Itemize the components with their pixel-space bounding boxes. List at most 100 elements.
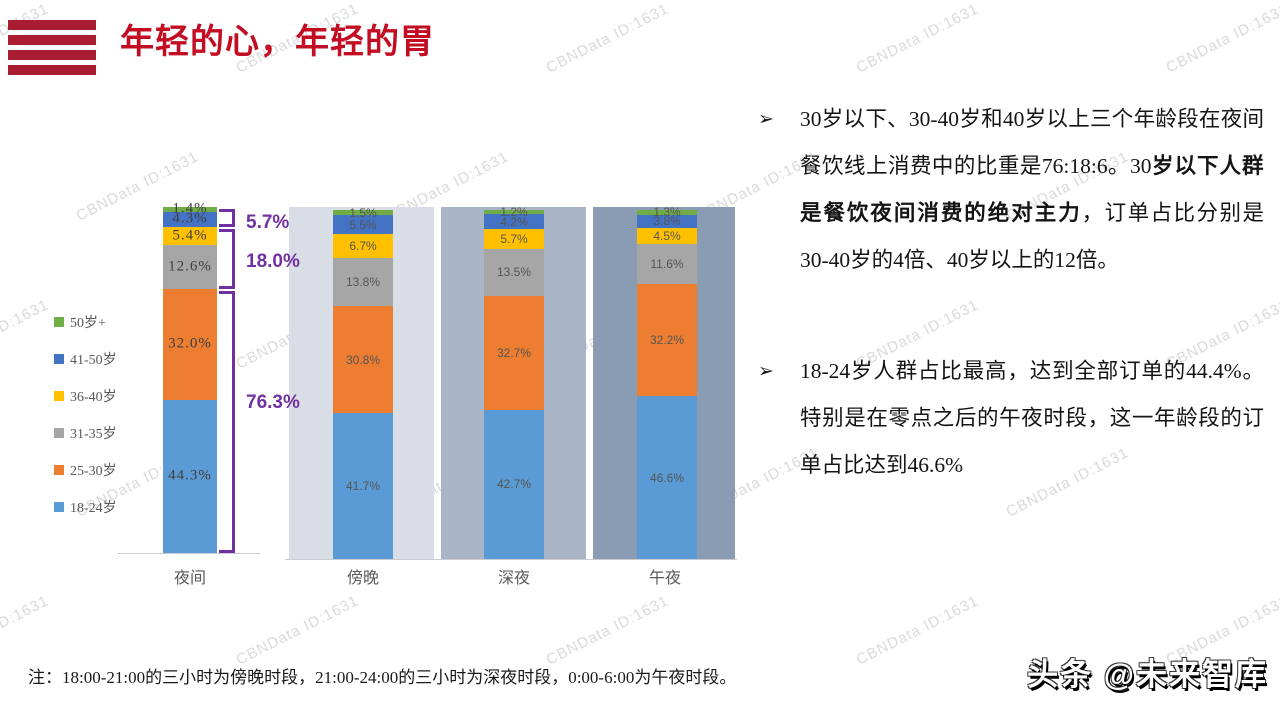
bar-segment: 4.5%: [637, 227, 697, 244]
bar-segment: 1.2%: [484, 205, 544, 219]
logo-bar: [8, 35, 96, 45]
bar-value-label: 41.7%: [345, 479, 381, 494]
watermark-text: CBNData ID:1631: [0, 296, 52, 372]
bar-segment: 4.3%: [163, 210, 217, 227]
legend-item: 50岁+: [54, 303, 117, 340]
legend-color-chip: [54, 427, 64, 438]
group-brace: [219, 228, 235, 289]
legend-label: 25-30岁: [70, 463, 117, 479]
bar-value-label: 30.8%: [345, 352, 381, 367]
legend-color-chip: [54, 464, 64, 475]
bar-segment: 32.2%: [637, 283, 697, 397]
bar-value-label: 6.7%: [349, 239, 377, 254]
legend-label: 18-24岁: [70, 500, 117, 516]
bar-value-label: 4.2%: [500, 214, 528, 229]
bullet-text: 30岁以下、30-40岁和40岁以上三个年龄段在夜间餐饮线上消费中的比重是76:…: [800, 96, 1264, 284]
category-label: 午夜: [648, 570, 682, 587]
watermark-text: CBNData ID:1631: [853, 592, 982, 669]
bar-value-label: 1.5%: [349, 205, 377, 220]
bullet-text-post: ，订单占比分别是30-40岁的4倍、40岁以上的12倍。: [800, 201, 1264, 272]
group-brace-label: 76.3%: [246, 392, 300, 413]
bar-value-label: 1.4%: [172, 200, 208, 217]
group-brace: [219, 291, 235, 553]
watermark-text: CBNData ID:1631: [0, 592, 52, 668]
footer-brand: 头条 @未来智库: [1027, 657, 1268, 692]
bar-segment: 41.7%: [333, 413, 393, 559]
bar-value-label: 5.4%: [172, 227, 208, 244]
watermark-text: CBNData ID:1631: [1163, 0, 1280, 77]
bullet-arrow-icon: ➢: [758, 109, 774, 130]
bar-value-label: 4.3%: [172, 210, 208, 227]
bar-segment: 1.4%: [163, 201, 217, 217]
legend-label: 36-40岁: [70, 389, 117, 405]
bar-segment: 3.8%: [637, 214, 697, 229]
axis-baseline: [118, 553, 260, 554]
bar-segment: 1.3%: [637, 205, 697, 219]
logo-bar: [8, 20, 96, 30]
group-brace-label: 18.0%: [246, 250, 300, 272]
bullet-item: ➢ 30岁以下、30-40岁和40岁以上三个年龄段在夜间餐饮线上消费中的比重是7…: [758, 96, 1264, 284]
bar-segment: 5.7%: [484, 228, 544, 249]
bar-segment: 32.0%: [163, 289, 217, 400]
bar-value-label: 32.2%: [649, 333, 685, 348]
bullet-item: ➢ 18-24岁人群占比最高，达到全部订单的44.4%。特别是在零点之后的午夜时…: [758, 348, 1264, 489]
legend-item: 31-35岁: [54, 414, 117, 451]
legend-color-chip: [54, 390, 64, 401]
logo-bar: [8, 65, 96, 75]
logo-bar: [8, 50, 96, 60]
chart-legend: 50岁+ 41-50岁 36-40岁 31-35岁 25-30岁 18-24岁: [54, 303, 117, 525]
legend-color-chip: [54, 316, 64, 327]
legend-item: 36-40岁: [54, 377, 117, 414]
bar-segment: 42.7%: [484, 409, 544, 559]
commentary-bullets: ➢ 30岁以下、30-40岁和40岁以上三个年龄段在夜间餐饮线上消费中的比重是7…: [758, 96, 1264, 489]
watermark-text: CBNData ID:1631: [233, 592, 362, 669]
bar-segment: 32.7%: [484, 295, 544, 410]
legend-label: 41-50岁: [70, 352, 117, 368]
bar-value-label: 11.6%: [650, 256, 684, 271]
bar-value-label: 44.3%: [168, 467, 212, 484]
bullet-arrow-icon: ➢: [758, 361, 774, 382]
group-brace: [219, 209, 235, 227]
bar-segment: 13.5%: [484, 248, 544, 296]
category-label: 夜间: [173, 570, 207, 587]
bar-segment: 4.2%: [484, 214, 544, 229]
legend-color-chip: [54, 353, 64, 364]
category-label: 深夜: [497, 570, 531, 587]
bullet-text-pre: 18-24岁人群占比最高，达到全部订单的44.4%。特别是在零点之后的午夜时段，…: [800, 359, 1264, 477]
bar-segment: 30.8%: [333, 305, 393, 414]
bar-value-label: 3.8%: [653, 214, 681, 229]
bar-value-label: 32.7%: [496, 345, 532, 360]
bar-value-label: 46.6%: [649, 470, 685, 485]
legend-item: 18-24岁: [54, 488, 117, 525]
bar-value-label: 13.8%: [345, 274, 381, 289]
bullet-text-bold: 岁以下人群是餐饮夜间消费的绝对主力: [800, 154, 1264, 225]
bar-segment: 12.6%: [163, 245, 217, 289]
bar-value-label: 5.5%: [349, 217, 377, 232]
axis-baseline: [285, 559, 737, 560]
bar-segment: 11.6%: [637, 243, 697, 284]
watermark-text: CBNData ID:1631: [853, 0, 982, 77]
legend-label: 50岁+: [70, 315, 106, 331]
bar-segment: 46.6%: [637, 396, 697, 559]
footnote: 注：18:00-21:00的三小时为傍晚时段，21:00-24:00的三小时为深…: [28, 668, 737, 687]
group-brace-label: 5.7%: [246, 211, 290, 233]
bar-value-label: 1.3%: [653, 205, 681, 220]
watermark-text: CBNData ID:1631: [543, 0, 672, 77]
bar-value-label: 5.7%: [500, 231, 528, 246]
bullet-text-pre: 30岁以下、30-40岁和40岁以上三个年龄段在夜间餐饮线上消费中的比重是76:…: [800, 107, 1264, 178]
watermark-text: CBNData ID:1631: [543, 592, 672, 669]
bar-value-label: 32.0%: [168, 335, 212, 352]
bar-segment: 5.4%: [163, 226, 217, 246]
bar-segment: 44.3%: [163, 399, 217, 553]
bar-value-label: 42.7%: [496, 477, 532, 492]
bar-segment: 1.5%: [333, 206, 393, 220]
brand-logo-bars-icon: [8, 20, 96, 80]
bar-value-label: 1.2%: [500, 205, 528, 220]
category-label: 傍晚: [346, 570, 380, 587]
bar-segment: 6.7%: [333, 234, 393, 258]
legend-color-chip: [54, 501, 64, 512]
legend-item: 41-50岁: [54, 340, 117, 377]
legend-item: 25-30岁: [54, 451, 117, 488]
bullet-text: 18-24岁人群占比最高，达到全部订单的44.4%。特别是在零点之后的午夜时段，…: [800, 348, 1264, 489]
